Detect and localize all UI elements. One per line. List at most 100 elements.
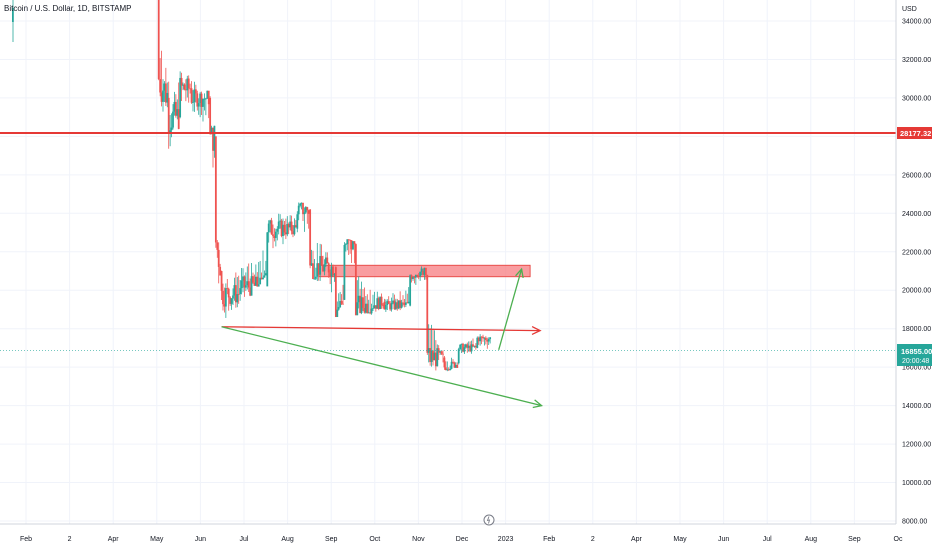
- price-tick-label: 20000.00: [902, 288, 931, 295]
- candle-body: [167, 97, 170, 134]
- trend-arrow-line[interactable]: [221, 326, 541, 332]
- candle-body: [409, 275, 412, 306]
- candle-body: [157, 0, 160, 80]
- candle-body: [236, 294, 239, 303]
- candle-body: [274, 231, 277, 238]
- candle-body: [257, 284, 260, 287]
- price-tick-label: 30000.00: [902, 95, 931, 102]
- candle-body: [419, 271, 422, 277]
- time-tick-label: Oct: [369, 536, 380, 543]
- candle-body: [263, 275, 266, 278]
- candle-body: [327, 263, 330, 273]
- candle-body: [339, 301, 342, 308]
- candle-body: [357, 295, 360, 303]
- candle-body: [393, 300, 396, 310]
- grid: [0, 0, 899, 524]
- candle-body: [186, 78, 189, 91]
- candle-body: [342, 303, 344, 305]
- candle-body: [456, 364, 459, 368]
- time-axis[interactable]: Feb 2 Apr May Jun Jul Aug Sep Oct Nov Dec 2023 Feb 2 A…: [0, 523, 932, 550]
- candle-body: [337, 307, 340, 310]
- candle-body: [173, 101, 176, 112]
- price-tick-label: 34000.00: [902, 19, 931, 26]
- candle-body: [294, 225, 297, 228]
- candle-body: [447, 369, 450, 371]
- candle-body: [256, 276, 259, 287]
- countdown-label: 20:00:48: [902, 358, 929, 365]
- time-tick-label: Sep: [848, 536, 861, 543]
- candle-body: [432, 350, 434, 361]
- candle-body: [223, 304, 226, 307]
- time-tick-label: Aug: [281, 536, 294, 543]
- candle-body: [323, 264, 326, 272]
- candle-body: [213, 125, 216, 151]
- candle-body: [332, 266, 334, 276]
- candle-body: [417, 276, 420, 277]
- candle-body: [269, 220, 272, 224]
- candle-body: [197, 103, 200, 107]
- candle-body: [169, 130, 172, 134]
- time-tick-label: Apr: [631, 536, 643, 543]
- time-tick-label: Jun: [195, 536, 206, 543]
- candle-body: [423, 267, 426, 275]
- candle-body: [439, 351, 442, 353]
- candle-body: [473, 345, 476, 347]
- candle-body: [292, 231, 294, 235]
- candle-body: [194, 89, 197, 94]
- candle-body: [376, 298, 379, 309]
- time-tick-label: May: [150, 536, 164, 543]
- candles: [12, 0, 492, 372]
- candle-body: [359, 295, 362, 313]
- candle-body: [302, 202, 304, 215]
- candle-body: [406, 302, 409, 304]
- candle-body: [180, 77, 183, 86]
- candle-body: [270, 220, 273, 235]
- candle-body: [446, 369, 449, 371]
- annotations[interactable]: [0, 131, 896, 409]
- candle-body: [317, 263, 320, 275]
- candle-body: [424, 267, 427, 276]
- trend-arrow-line[interactable]: [221, 326, 542, 407]
- time-tick-label: Nov: [412, 536, 425, 543]
- candle-body: [422, 271, 424, 275]
- candle-body: [313, 278, 316, 280]
- candle-body: [487, 339, 490, 342]
- candle-body: [464, 344, 467, 348]
- candle-body: [303, 212, 306, 215]
- trend-arrow-line[interactable]: [498, 268, 523, 351]
- time-tick-label: Sep: [325, 536, 338, 543]
- candle-body: [330, 266, 333, 277]
- candle-body: [380, 296, 383, 306]
- event-marker-icon[interactable]: [483, 514, 495, 526]
- candle-body: [190, 88, 193, 103]
- candle-body: [430, 350, 433, 362]
- candle-body: [399, 300, 402, 308]
- price-axis[interactable]: USD 34000.0032000.0030000.0028000.002600…: [895, 0, 932, 526]
- candle-body: [346, 239, 349, 245]
- candle-body: [372, 308, 374, 310]
- price-tick-label: 24000.00: [902, 211, 931, 218]
- candle-body: [366, 303, 369, 314]
- candle-body: [329, 272, 332, 277]
- candle-body: [312, 263, 314, 280]
- candle-body: [427, 348, 430, 353]
- candle-body: [413, 277, 416, 278]
- candle-body: [260, 277, 263, 280]
- candle-body: [283, 224, 286, 233]
- candle-body: [454, 364, 457, 368]
- candle-body: [229, 297, 232, 304]
- candle-body: [247, 281, 250, 288]
- candle-body: [183, 84, 186, 90]
- candle-body: [442, 353, 444, 355]
- candle-body: [287, 224, 290, 228]
- candle-body: [293, 225, 296, 235]
- candle-body: [412, 277, 414, 279]
- candle-body: [460, 343, 463, 345]
- candle-body: [390, 302, 393, 310]
- candle-body: [474, 345, 477, 348]
- candle-body: [162, 90, 164, 102]
- candle-body: [286, 224, 289, 235]
- candle-body: [12, 8, 14, 22]
